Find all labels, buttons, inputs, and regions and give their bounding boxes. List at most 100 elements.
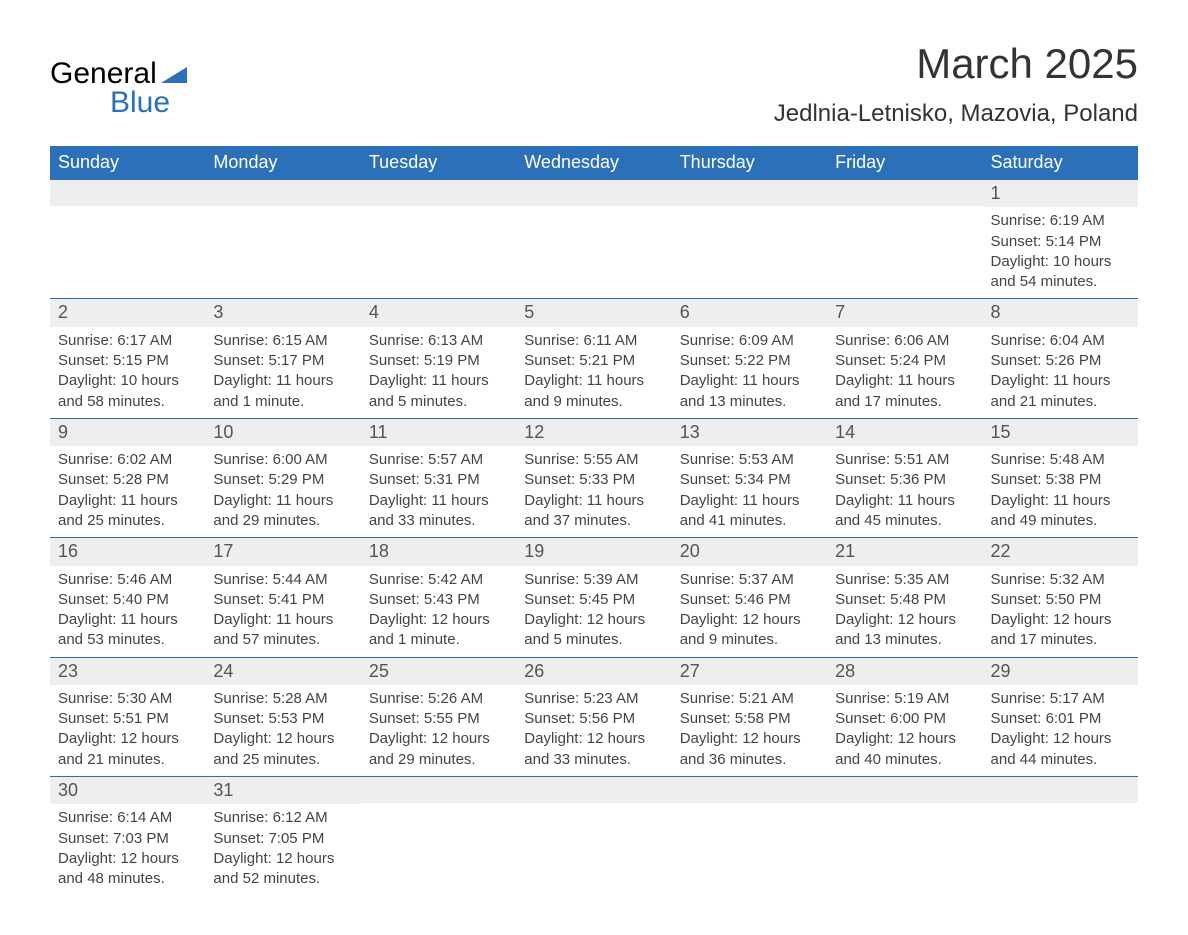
daylight2-line: and 17 minutes. bbox=[991, 630, 1130, 650]
daylight1-line: Daylight: 11 hours bbox=[680, 491, 819, 511]
sunrise-line: Sunrise: 6:17 AM bbox=[58, 331, 197, 351]
sunset-line: Sunset: 5:45 PM bbox=[524, 590, 663, 610]
day-content: Sunrise: 5:53 AMSunset: 5:34 PMDaylight:… bbox=[672, 446, 827, 537]
day-cell: 21Sunrise: 5:35 AMSunset: 5:48 PMDayligh… bbox=[827, 538, 982, 657]
header: General Blue March 2025 Jedlnia-Letnisko… bbox=[50, 40, 1138, 128]
week-row: 30Sunrise: 6:14 AMSunset: 7:03 PMDayligh… bbox=[50, 776, 1138, 895]
sunset-line: Sunset: 5:48 PM bbox=[835, 590, 974, 610]
day-number: 25 bbox=[361, 658, 516, 685]
sunrise-line: Sunrise: 6:15 AM bbox=[213, 331, 352, 351]
daylight2-line: and 53 minutes. bbox=[58, 630, 197, 650]
sunrise-line: Sunrise: 5:42 AM bbox=[369, 570, 508, 590]
day-content: Sunrise: 6:13 AMSunset: 5:19 PMDaylight:… bbox=[361, 327, 516, 418]
day-content: Sunrise: 5:17 AMSunset: 6:01 PMDaylight:… bbox=[983, 685, 1138, 776]
sunrise-line: Sunrise: 6:12 AM bbox=[213, 808, 352, 828]
daylight1-line: Daylight: 12 hours bbox=[991, 610, 1130, 630]
daylight1-line: Daylight: 11 hours bbox=[680, 371, 819, 391]
day-content: Sunrise: 5:48 AMSunset: 5:38 PMDaylight:… bbox=[983, 446, 1138, 537]
empty-day-number bbox=[361, 180, 516, 206]
sunset-line: Sunset: 5:28 PM bbox=[58, 470, 197, 490]
day-cell: 28Sunrise: 5:19 AMSunset: 6:00 PMDayligh… bbox=[827, 657, 982, 776]
day-content: Sunrise: 5:44 AMSunset: 5:41 PMDaylight:… bbox=[205, 566, 360, 657]
day-cell: 14Sunrise: 5:51 AMSunset: 5:36 PMDayligh… bbox=[827, 418, 982, 537]
day-cell: 31Sunrise: 6:12 AMSunset: 7:05 PMDayligh… bbox=[205, 776, 360, 895]
day-cell: 12Sunrise: 5:55 AMSunset: 5:33 PMDayligh… bbox=[516, 418, 671, 537]
day-cell: 5Sunrise: 6:11 AMSunset: 5:21 PMDaylight… bbox=[516, 299, 671, 418]
sunrise-line: Sunrise: 5:21 AM bbox=[680, 689, 819, 709]
day-content: Sunrise: 5:23 AMSunset: 5:56 PMDaylight:… bbox=[516, 685, 671, 776]
day-cell: 30Sunrise: 6:14 AMSunset: 7:03 PMDayligh… bbox=[50, 776, 205, 895]
day-number: 21 bbox=[827, 538, 982, 565]
daylight1-line: Daylight: 10 hours bbox=[58, 371, 197, 391]
day-content: Sunrise: 5:57 AMSunset: 5:31 PMDaylight:… bbox=[361, 446, 516, 537]
daylight1-line: Daylight: 12 hours bbox=[524, 729, 663, 749]
week-row: 1Sunrise: 6:19 AMSunset: 5:14 PMDaylight… bbox=[50, 180, 1138, 299]
day-cell bbox=[983, 776, 1138, 895]
sunrise-line: Sunrise: 5:37 AM bbox=[680, 570, 819, 590]
day-number: 14 bbox=[827, 419, 982, 446]
sunset-line: Sunset: 5:29 PM bbox=[213, 470, 352, 490]
day-content: Sunrise: 5:35 AMSunset: 5:48 PMDaylight:… bbox=[827, 566, 982, 657]
weekday-header: Wednesday bbox=[516, 146, 671, 180]
empty-day-number bbox=[827, 180, 982, 206]
sunset-line: Sunset: 6:01 PM bbox=[991, 709, 1130, 729]
daylight2-line: and 9 minutes. bbox=[524, 392, 663, 412]
day-cell bbox=[361, 776, 516, 895]
day-content: Sunrise: 5:26 AMSunset: 5:55 PMDaylight:… bbox=[361, 685, 516, 776]
day-number: 20 bbox=[672, 538, 827, 565]
day-number: 9 bbox=[50, 419, 205, 446]
sunset-line: Sunset: 5:26 PM bbox=[991, 351, 1130, 371]
day-cell bbox=[672, 776, 827, 895]
sunrise-line: Sunrise: 5:17 AM bbox=[991, 689, 1130, 709]
day-number: 23 bbox=[50, 658, 205, 685]
empty-day-number bbox=[361, 777, 516, 803]
day-cell: 25Sunrise: 5:26 AMSunset: 5:55 PMDayligh… bbox=[361, 657, 516, 776]
day-number: 11 bbox=[361, 419, 516, 446]
daylight2-line: and 9 minutes. bbox=[680, 630, 819, 650]
day-number: 18 bbox=[361, 538, 516, 565]
logo-triangle-icon bbox=[161, 60, 187, 89]
day-number: 24 bbox=[205, 658, 360, 685]
day-cell bbox=[50, 180, 205, 299]
daylight2-line: and 25 minutes. bbox=[58, 511, 197, 531]
day-number: 19 bbox=[516, 538, 671, 565]
page-title: March 2025 bbox=[774, 40, 1138, 88]
day-content: Sunrise: 6:09 AMSunset: 5:22 PMDaylight:… bbox=[672, 327, 827, 418]
empty-day-content bbox=[827, 206, 982, 297]
day-cell: 9Sunrise: 6:02 AMSunset: 5:28 PMDaylight… bbox=[50, 418, 205, 537]
sunrise-line: Sunrise: 6:13 AM bbox=[369, 331, 508, 351]
day-number: 8 bbox=[983, 299, 1138, 326]
week-row: 2Sunrise: 6:17 AMSunset: 5:15 PMDaylight… bbox=[50, 299, 1138, 418]
location-label: Jedlnia-Letnisko, Mazovia, Poland bbox=[774, 100, 1138, 128]
sunrise-line: Sunrise: 6:02 AM bbox=[58, 450, 197, 470]
day-number: 13 bbox=[672, 419, 827, 446]
sunrise-line: Sunrise: 5:26 AM bbox=[369, 689, 508, 709]
empty-day-number bbox=[672, 180, 827, 206]
calendar-table: Sunday Monday Tuesday Wednesday Thursday… bbox=[50, 146, 1138, 895]
empty-day-number bbox=[50, 180, 205, 206]
daylight2-line: and 21 minutes. bbox=[991, 392, 1130, 412]
daylight2-line: and 25 minutes. bbox=[213, 750, 352, 770]
daylight1-line: Daylight: 11 hours bbox=[213, 610, 352, 630]
day-content: Sunrise: 5:42 AMSunset: 5:43 PMDaylight:… bbox=[361, 566, 516, 657]
daylight1-line: Daylight: 11 hours bbox=[369, 491, 508, 511]
day-content: Sunrise: 6:12 AMSunset: 7:05 PMDaylight:… bbox=[205, 804, 360, 895]
sunset-line: Sunset: 5:17 PM bbox=[213, 351, 352, 371]
sunset-line: Sunset: 5:21 PM bbox=[524, 351, 663, 371]
daylight2-line: and 45 minutes. bbox=[835, 511, 974, 531]
sunset-line: Sunset: 5:43 PM bbox=[369, 590, 508, 610]
daylight2-line: and 37 minutes. bbox=[524, 511, 663, 531]
daylight2-line: and 13 minutes. bbox=[680, 392, 819, 412]
daylight1-line: Daylight: 12 hours bbox=[213, 849, 352, 869]
sunset-line: Sunset: 7:05 PM bbox=[213, 829, 352, 849]
weekday-header: Sunday bbox=[50, 146, 205, 180]
sunset-line: Sunset: 5:19 PM bbox=[369, 351, 508, 371]
day-cell: 7Sunrise: 6:06 AMSunset: 5:24 PMDaylight… bbox=[827, 299, 982, 418]
empty-day-content bbox=[205, 206, 360, 297]
day-cell bbox=[205, 180, 360, 299]
day-number: 4 bbox=[361, 299, 516, 326]
empty-day-number bbox=[516, 777, 671, 803]
daylight2-line: and 52 minutes. bbox=[213, 869, 352, 889]
day-cell: 17Sunrise: 5:44 AMSunset: 5:41 PMDayligh… bbox=[205, 538, 360, 657]
daylight1-line: Daylight: 10 hours bbox=[991, 252, 1130, 272]
